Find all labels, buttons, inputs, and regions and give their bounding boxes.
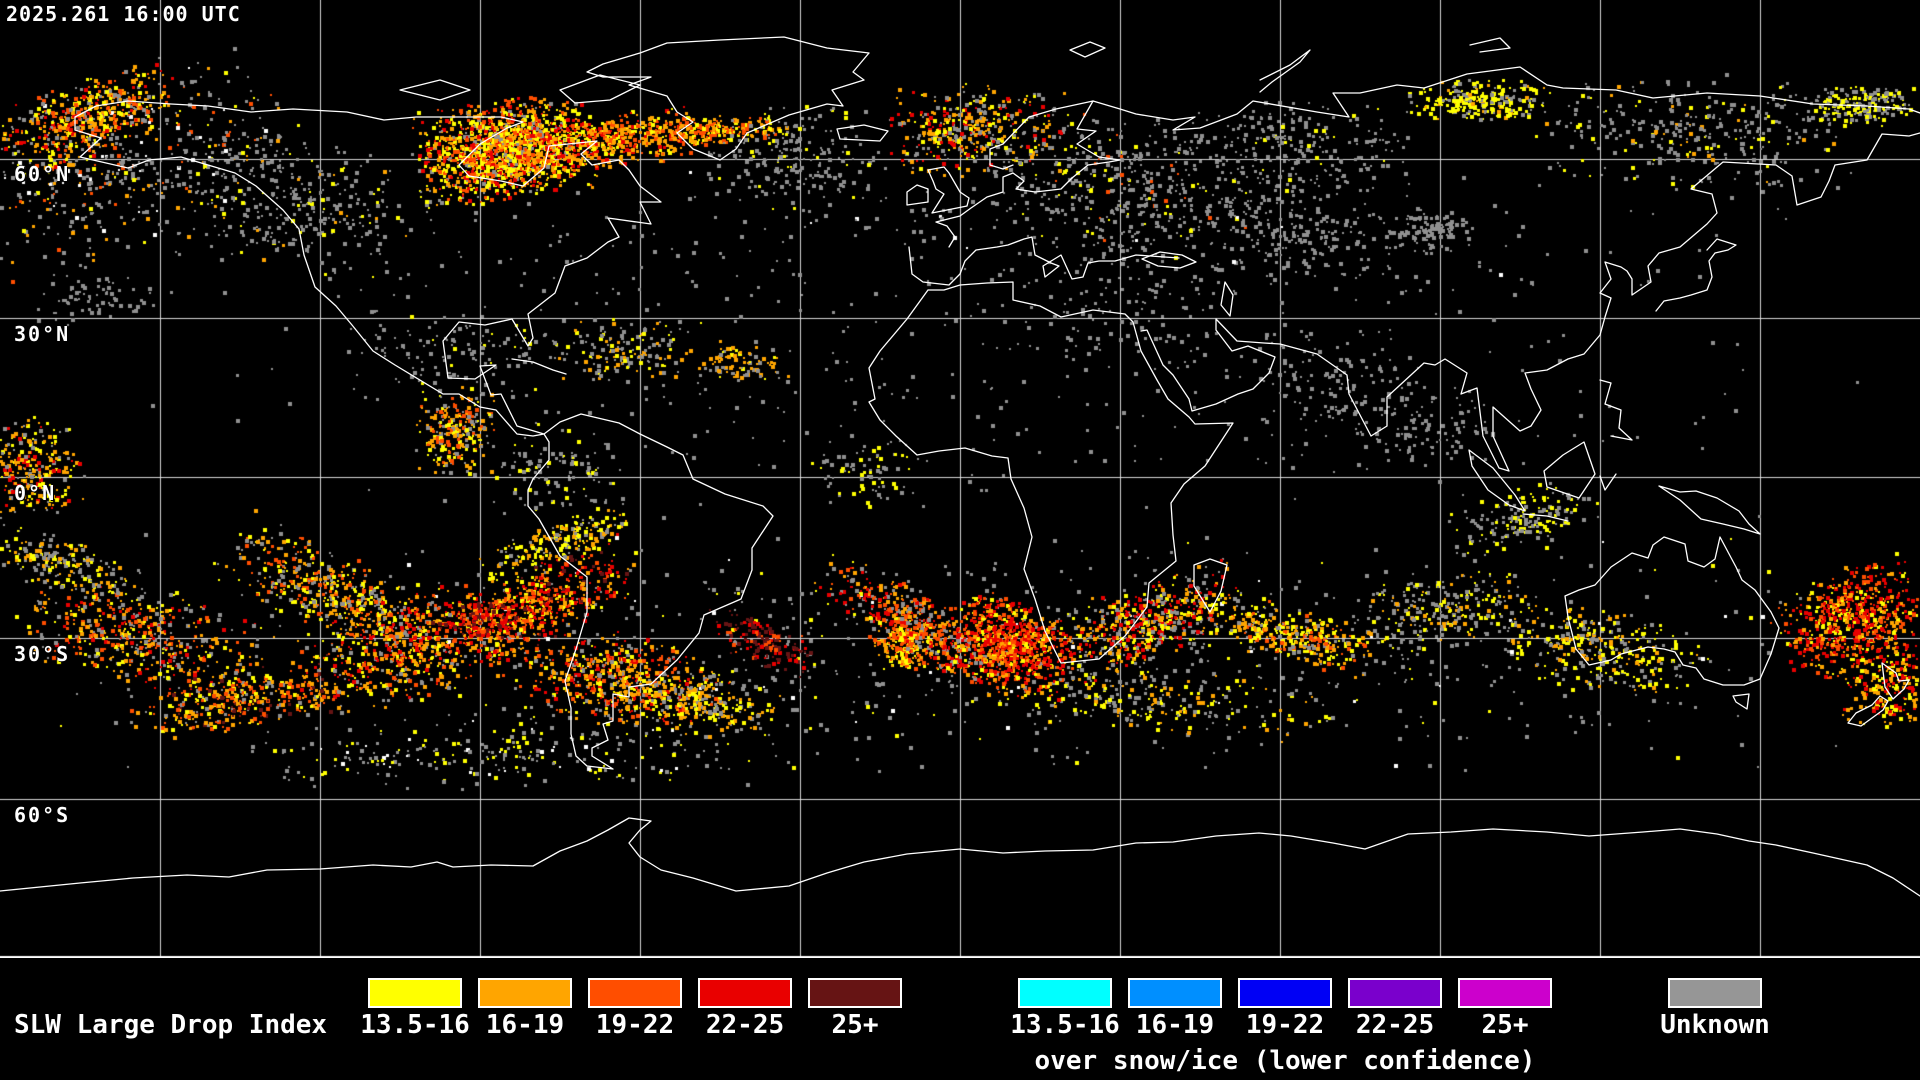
coastline-africa: [868, 281, 1234, 664]
legend-label-snowice-19-22: 19-22: [1245, 1010, 1325, 1040]
legend-swatch-sldi-16-19: [478, 978, 572, 1008]
coastline-britain: [927, 166, 970, 214]
legend-label-snowice-13-5-16: 13.5-16: [1010, 1010, 1120, 1040]
legend-swatch-sldi-19-22: [588, 978, 682, 1008]
latitude-label-60n: 60°N: [14, 162, 71, 186]
legend-label-snowice-16-19: 16-19: [1135, 1010, 1215, 1040]
legend-subtitle-snow-ice: over snow/ice (lower confidence): [1034, 1046, 1536, 1076]
coastline-borneo: [1543, 441, 1596, 499]
latitude-label-60s: 60°S: [14, 803, 71, 827]
coastline-new-guinea: [1658, 485, 1761, 535]
legend-swatch-snowice-13-5-16: [1018, 978, 1112, 1008]
data-speckle-layer: [0, 0, 1920, 958]
legend-swatch-snowice-16-19: [1128, 978, 1222, 1008]
coastline-ireland: [906, 184, 929, 206]
legend-label-sldi-25plus: 25+: [831, 1010, 879, 1040]
coastline-caspian-sea: [1220, 281, 1234, 317]
coastline-siberia-arctic: [1092, 66, 1920, 131]
coastline-east-asia: [1140, 132, 1920, 472]
legend-swatch-snowice-19-22: [1238, 978, 1332, 1008]
coastline-cuba: [511, 358, 567, 375]
coastline-svalbard: [1069, 41, 1106, 58]
coastline-sulawesi: [1599, 473, 1617, 491]
legend-swatch-unknown: [1668, 978, 1762, 1008]
coastline-iceland: [836, 124, 889, 142]
legend-swatch-sldi-13-5-16: [368, 978, 462, 1008]
coastline-philippines: [1599, 379, 1633, 441]
coastline-south-america: [527, 413, 774, 770]
world-coastlines-layer: [0, 36, 1920, 897]
timestamp: 2025.261 16:00 UTC: [6, 2, 241, 26]
legend-label-sldi-22-25: 22-25: [705, 1010, 785, 1040]
coastline-sumatra: [1468, 449, 1526, 512]
legend-swatch-snowice-25plus: [1458, 978, 1552, 1008]
coastline-madagascar: [1193, 558, 1228, 613]
coastline-japan: [1655, 238, 1737, 312]
legend-swatch-sldi-22-25: [698, 978, 792, 1008]
coastline-southern-europe: [908, 236, 1180, 286]
latitude-label-30s: 30°S: [14, 642, 71, 666]
latitude-label-30n: 30°N: [14, 322, 71, 346]
legend-swatch-snowice-22-25: [1348, 978, 1442, 1008]
legend-label-sldi-13-5-16: 13.5-16: [360, 1010, 470, 1040]
coastline-new-zealand-north: [1881, 662, 1910, 700]
coastline-antarctica: [0, 817, 1920, 897]
coastline-north-america: [74, 100, 662, 437]
coastline-australia: [1564, 536, 1780, 686]
legend-swatch-sldi-25plus: [808, 978, 902, 1008]
coastline-severnaya-zemlya: [1469, 37, 1511, 53]
coastline-greenland: [586, 36, 870, 161]
legend-title: SLW Large Drop Index: [14, 1010, 328, 1040]
coastline-black-sea: [1141, 251, 1197, 269]
latitude-label-0n: 0°N: [14, 481, 57, 505]
legend-label-sldi-16-19: 16-19: [485, 1010, 565, 1040]
coastline-baffin-island: [559, 74, 641, 104]
coastline-java: [1522, 513, 1569, 522]
coastline-new-zealand-south: [1847, 695, 1889, 727]
legend-label-snowice-25plus: 25+: [1481, 1010, 1529, 1040]
coastline-novaya-zemlya: [1259, 49, 1311, 93]
coastline-tasmania: [1732, 693, 1750, 710]
legend-label-sldi-19-22: 19-22: [595, 1010, 675, 1040]
legend-label-snowice-22-25: 22-25: [1355, 1010, 1435, 1040]
coastline-northern-europe: [935, 100, 1121, 248]
legend-label-unknown: Unknown: [1660, 1010, 1770, 1040]
coastline-victoria-island: [399, 79, 471, 101]
